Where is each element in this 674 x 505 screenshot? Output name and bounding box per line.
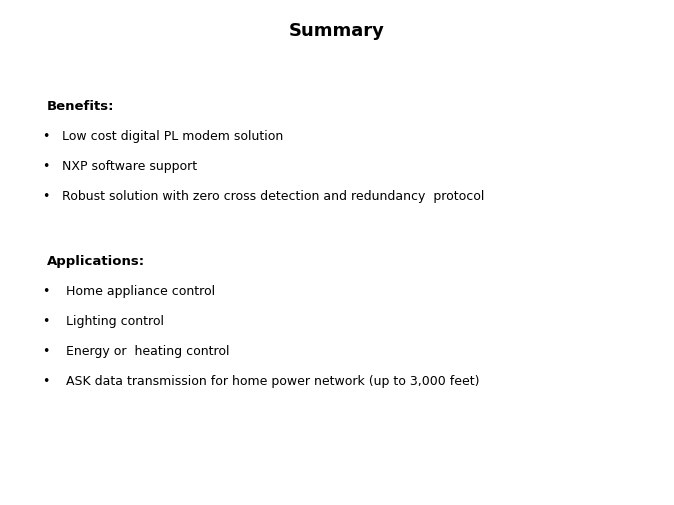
Text: Home appliance control: Home appliance control [62,284,215,297]
Text: Summary: Summary [289,22,385,40]
Text: Benefits:: Benefits: [47,100,115,113]
Text: •: • [42,160,49,173]
Text: •: • [42,189,49,203]
Text: Applications:: Applications: [47,255,145,268]
Text: •: • [42,344,49,358]
Text: Robust solution with zero cross detection and redundancy  protocol: Robust solution with zero cross detectio… [62,189,485,203]
Text: Lighting control: Lighting control [62,315,164,327]
Text: NXP software support: NXP software support [62,160,197,173]
Text: Energy or  heating control: Energy or heating control [62,344,230,358]
Text: •: • [42,374,49,387]
Text: •: • [42,284,49,297]
Text: •: • [42,315,49,327]
Text: Low cost digital PL modem solution: Low cost digital PL modem solution [62,130,283,143]
Text: ASK data transmission for home power network (up to 3,000 feet): ASK data transmission for home power net… [62,374,479,387]
Text: •: • [42,130,49,143]
